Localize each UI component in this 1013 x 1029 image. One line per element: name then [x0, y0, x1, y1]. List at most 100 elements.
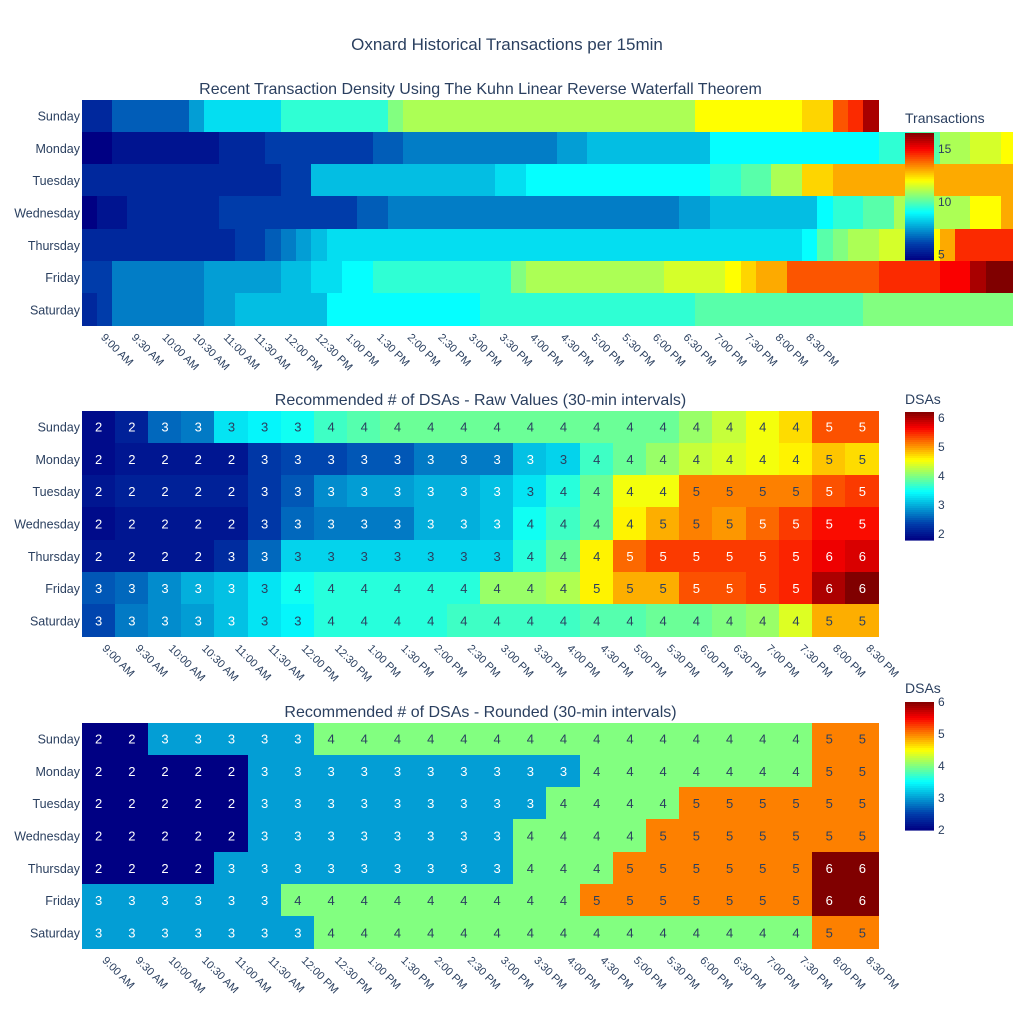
cell-value-label: 3	[327, 517, 334, 532]
heatmap-cell	[173, 100, 190, 133]
heatmap-cell	[112, 132, 128, 165]
cell-value-label: 4	[626, 613, 633, 628]
cell-value-label: 2	[95, 732, 102, 747]
colorbar: Transactions 5 10 15	[905, 110, 985, 262]
heatmap-cell	[802, 229, 818, 262]
colorbar-segment	[905, 252, 934, 255]
cell-value-label: 4	[394, 581, 401, 596]
heatmap-cell	[541, 196, 558, 230]
heatmap-cell	[342, 196, 358, 230]
x-tick-label: 3:00 PM	[498, 955, 535, 992]
heatmap-cell	[214, 475, 249, 508]
x-tick-label: 9:00 AM	[99, 955, 136, 992]
heatmap-cell	[347, 540, 381, 573]
heatmap-cell	[580, 443, 614, 476]
heatmap-cell	[833, 164, 849, 197]
cell-value-label: 3	[195, 893, 202, 908]
heatmap-cell	[848, 132, 864, 165]
colorbar-segment	[905, 500, 934, 503]
colorbar-segment	[905, 712, 934, 715]
cell-value-label: 3	[493, 452, 500, 467]
heatmap-cell	[314, 723, 348, 756]
y-tick-label: Monday	[36, 453, 81, 467]
heatmap-cell	[679, 755, 713, 788]
heatmap-cell	[204, 229, 220, 262]
heatmap-cell	[863, 196, 879, 230]
heatmap-cell	[148, 443, 182, 476]
x-tick-label: 6:00 PM	[697, 643, 734, 680]
cell-value-label: 4	[792, 613, 799, 628]
colorbar-segment	[905, 754, 934, 757]
cell-value-label: 3	[294, 484, 301, 499]
cell-value-label: 5	[792, 893, 799, 908]
heatmap-cell	[779, 916, 813, 949]
cell-value-label: 2	[195, 764, 202, 779]
heatmap-cell	[845, 723, 879, 756]
heatmap-cell	[879, 229, 895, 262]
x-tick-label: 1:30 PM	[398, 955, 435, 992]
heatmap-cell	[148, 507, 182, 541]
colorbar-segment	[905, 178, 934, 182]
heatmap-cell	[771, 132, 788, 165]
x-tick-label: 3:30 PM	[497, 332, 534, 369]
heatmap-cell	[82, 411, 116, 444]
heatmap-cell	[158, 261, 174, 294]
cell-value-label: 2	[95, 484, 102, 499]
heatmap-cell	[148, 787, 182, 820]
heatmap-cell	[447, 819, 481, 853]
heatmap-cell	[380, 884, 415, 917]
heatmap-cell	[779, 411, 813, 444]
colorbar-segment	[905, 214, 934, 217]
cell-value-label: 3	[427, 452, 434, 467]
colorbar-segment	[905, 532, 934, 535]
heatmap-cell	[112, 229, 128, 262]
heatmap-cell	[181, 604, 215, 637]
cell-value-label: 4	[361, 925, 368, 940]
cell-value-label: 5	[826, 764, 833, 779]
cell-value-label: 3	[294, 517, 301, 532]
heatmap-cell	[712, 411, 747, 444]
heatmap-cell	[281, 852, 315, 885]
cell-value-label: 4	[693, 925, 700, 940]
colorbar-segment	[905, 134, 934, 138]
cell-value-label: 5	[726, 796, 733, 811]
colorbar-segment	[905, 748, 934, 751]
heatmap-cell	[695, 196, 711, 230]
heatmap-cell	[314, 884, 348, 917]
heatmap-cell	[613, 604, 647, 637]
cell-value-label: 4	[560, 796, 567, 811]
heatmap-cell	[465, 196, 481, 230]
cell-value-label: 2	[161, 829, 168, 844]
x-tick-label: 6:30 PM	[730, 955, 767, 992]
colorbar-tick-label: 4	[938, 759, 945, 773]
cell-value-label: 3	[161, 893, 168, 908]
heatmap-cell	[414, 411, 448, 444]
heatmap-cell	[812, 916, 846, 949]
heatmap-cell	[580, 507, 614, 541]
cell-value-label: 4	[394, 925, 401, 940]
heatmap-cell	[115, 916, 149, 949]
cell-value-label: 4	[759, 732, 766, 747]
heatmap-cell	[679, 196, 696, 230]
cell-value-label: 5	[859, 420, 866, 435]
heatmap-cell	[613, 787, 647, 820]
heatmap-cell	[480, 819, 514, 853]
heatmap-cell	[513, 916, 547, 949]
heatmap-cell	[449, 196, 466, 230]
heatmap-cell	[587, 164, 604, 197]
heatmap-cell	[845, 755, 879, 788]
heatmap-cell	[909, 261, 925, 294]
heatmap-cell	[613, 755, 647, 788]
heatmap-cell	[148, 475, 182, 508]
colorbar-segment	[905, 480, 934, 483]
heatmap-cell	[746, 916, 780, 949]
y-tick-label: Friday	[45, 894, 80, 908]
heatmap-cell	[480, 229, 496, 262]
y-tick-label: Thursday	[28, 239, 81, 253]
heatmap-cell	[347, 604, 381, 637]
colorbar-segment	[905, 502, 934, 505]
heatmap-cell	[845, 443, 879, 476]
colorbar-segment	[905, 170, 934, 174]
cell-value-label: 3	[493, 861, 500, 876]
heatmap-cell	[546, 475, 581, 508]
